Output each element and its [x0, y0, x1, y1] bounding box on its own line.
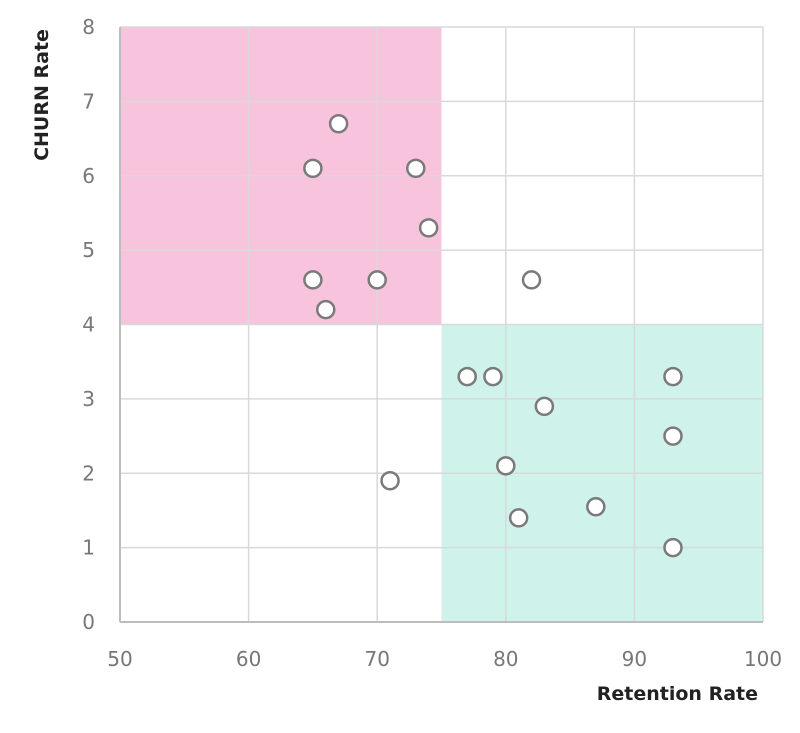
y-tick-label: 8: [82, 15, 95, 39]
x-tick-label: 100: [744, 647, 782, 671]
x-axis-title: Retention Rate: [597, 683, 758, 705]
data-point: [380, 470, 400, 491]
data-point: [303, 158, 323, 179]
data-points: [303, 113, 683, 558]
data-point: [663, 426, 683, 446]
data-point: [508, 508, 529, 528]
data-point: [367, 270, 387, 290]
y-tick-label: 1: [82, 536, 95, 560]
data-point: [663, 366, 683, 387]
x-tick-label: 50: [107, 647, 132, 671]
x-tick-label: 90: [622, 647, 647, 671]
data-point: [521, 270, 542, 290]
data-point: [316, 299, 336, 320]
data-point: [406, 158, 426, 179]
data-point: [303, 270, 323, 290]
y-tick-label: 3: [82, 387, 95, 411]
data-point: [586, 496, 606, 517]
data-point: [483, 366, 503, 387]
y-tick-label: 6: [82, 164, 95, 188]
y-tick-label: 5: [82, 238, 95, 262]
y-tick-labels: 0 1 2 3 4 5 6 7 8: [82, 15, 95, 634]
y-tick-label: 4: [82, 313, 95, 337]
x-tick-label: 80: [493, 647, 518, 671]
x-tick-labels: 50 60 70 80 90 100: [107, 647, 782, 671]
y-axis-title: CHURN Rate: [31, 29, 53, 161]
data-point: [496, 456, 516, 476]
x-tick-label: 70: [364, 647, 389, 671]
y-tick-label: 0: [82, 610, 95, 634]
data-point: [418, 218, 439, 238]
data-point: [534, 396, 555, 417]
data-point: [328, 113, 349, 134]
data-point: [457, 366, 477, 387]
y-tick-label: 2: [82, 461, 95, 485]
x-tick-label: 60: [236, 647, 261, 671]
axis-layer: [119, 27, 763, 623]
y-tick-label: 7: [82, 89, 95, 113]
data-point: [663, 537, 683, 558]
